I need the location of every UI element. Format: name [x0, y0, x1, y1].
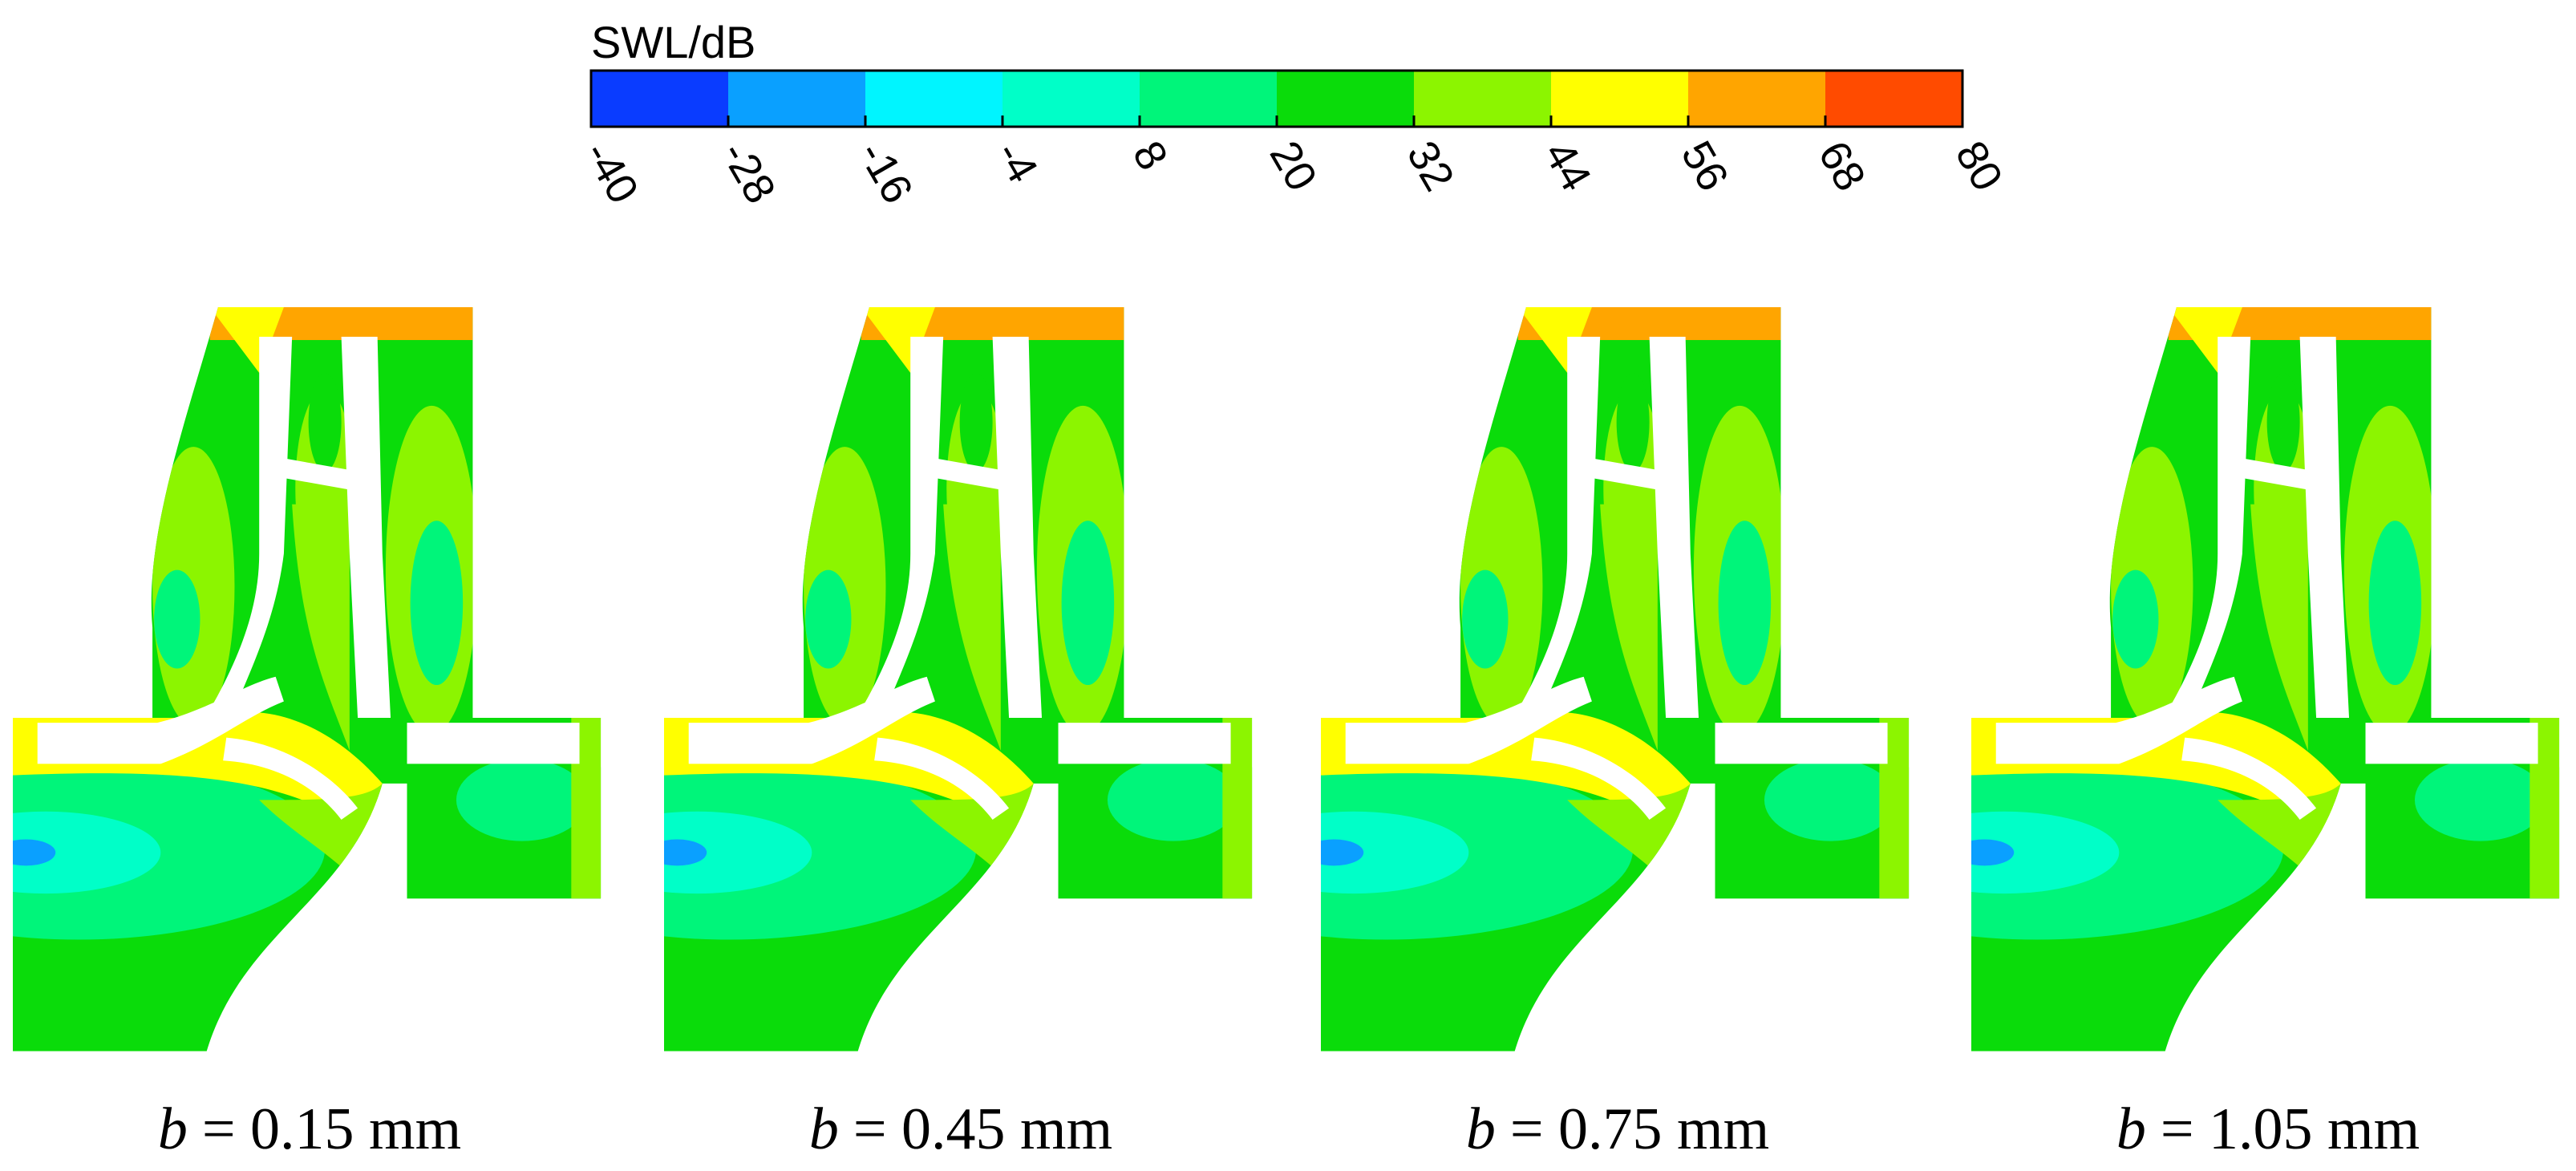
contour-panel — [0, 307, 604, 1051]
colorbar-tick-label: 20 — [1261, 133, 1326, 199]
colorbar-segment — [1688, 71, 1825, 127]
colorbar-segment — [1551, 71, 1688, 127]
contour-field — [1140, 307, 1913, 1051]
panel-caption: b = 0.75 mm — [1466, 1096, 1769, 1162]
colorbar-segment — [728, 71, 865, 127]
contour-panel — [1791, 307, 2563, 1051]
colorbar-tick-label: 32 — [1398, 133, 1464, 199]
colorbar-tick-label: -28 — [712, 133, 785, 212]
colorbar-segment — [1002, 71, 1140, 127]
colorbar-title: SWL/dB — [591, 17, 755, 67]
caption-value: = 0.15 mm — [202, 1096, 461, 1162]
colorbar-tick-label: -40 — [575, 133, 648, 212]
panel-caption: b = 0.15 mm — [158, 1096, 461, 1162]
colorbar-segment — [1277, 71, 1414, 127]
contour-field — [0, 307, 604, 1051]
caption-value: = 1.05 mm — [2161, 1096, 2420, 1162]
colorbar-tick-label: 44 — [1535, 133, 1601, 199]
contour-panel — [1140, 307, 1913, 1051]
contour-panel — [484, 307, 1256, 1051]
colorbar-segment — [1825, 71, 1962, 127]
colorbar-tick-label: 56 — [1672, 133, 1738, 199]
colorbar-tick-label: 68 — [1809, 133, 1875, 199]
panel-caption: b = 0.45 mm — [809, 1096, 1112, 1162]
colorbar-tick-label: -16 — [849, 133, 922, 212]
colorbar-segment — [1414, 71, 1551, 127]
caption-variable: b — [809, 1096, 839, 1162]
colorbar-tick-label: 80 — [1946, 133, 2012, 199]
caption-value: = 0.75 mm — [1510, 1096, 1769, 1162]
panels: b = 0.15 mm b = 0.45 mm b = 0.75 mm b = 1.05 mm — [0, 307, 2562, 1162]
caption-variable: b — [2116, 1096, 2146, 1162]
caption-variable: b — [1466, 1096, 1496, 1162]
caption-variable: b — [158, 1096, 188, 1162]
contour-field — [484, 307, 1256, 1051]
colorbar-segment — [1140, 71, 1277, 127]
caption-value: = 0.45 mm — [853, 1096, 1112, 1162]
colorbar-tick-label: 8 — [1124, 133, 1177, 178]
panel-caption: b = 1.05 mm — [2116, 1096, 2420, 1162]
colorbar-segment — [865, 71, 1002, 127]
colorbar-tick-label: -4 — [986, 133, 1047, 191]
colorbar: -40 -28 -16 -4 8 20 32 44 56 68 80 — [575, 69, 2012, 212]
contour-field — [1791, 307, 2563, 1051]
colorbar-segment — [591, 71, 728, 127]
